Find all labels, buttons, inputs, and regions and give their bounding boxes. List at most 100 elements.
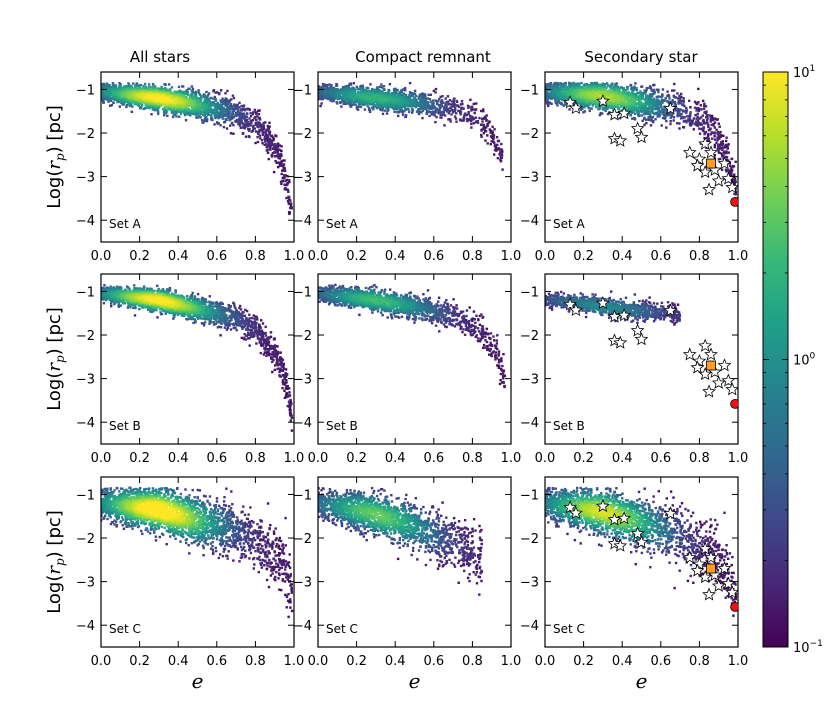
data-point	[718, 135, 721, 138]
data-point	[267, 135, 270, 139]
data-point	[484, 129, 488, 133]
data-point	[449, 118, 452, 121]
data-point	[360, 99, 363, 102]
data-point	[706, 114, 709, 117]
data-point	[726, 169, 730, 172]
data-point	[491, 135, 494, 139]
data-point	[379, 104, 382, 107]
data-point	[258, 109, 261, 112]
data-point	[731, 169, 734, 172]
data-point	[410, 108, 414, 111]
data-point	[468, 114, 472, 118]
data-point	[393, 106, 396, 109]
data-point	[288, 211, 291, 214]
data-point	[630, 87, 633, 91]
data-point	[110, 103, 113, 107]
data-point	[383, 105, 386, 108]
data-point	[239, 114, 242, 118]
data-point	[647, 116, 650, 119]
data-point	[474, 108, 478, 111]
data-point	[709, 127, 712, 130]
data-point	[108, 92, 111, 95]
data-point	[499, 160, 503, 163]
data-point	[692, 128, 695, 131]
data-point	[453, 110, 456, 113]
data-point	[266, 129, 269, 132]
data-point	[276, 145, 280, 148]
data-point	[657, 90, 660, 94]
data-point	[682, 97, 685, 100]
data-point	[211, 110, 215, 114]
data-point	[371, 106, 374, 109]
data-point	[384, 103, 387, 107]
data-point	[713, 135, 716, 138]
data-point	[251, 125, 255, 128]
data-point	[351, 98, 354, 101]
data-point	[263, 135, 267, 138]
data-point	[696, 106, 700, 110]
data-point	[660, 95, 663, 99]
data-point	[733, 177, 737, 180]
data-point	[238, 101, 241, 105]
data-point	[688, 116, 692, 119]
data-point	[184, 110, 187, 113]
data-point	[134, 86, 137, 89]
data-point	[270, 142, 273, 145]
data-point	[341, 97, 344, 100]
data-point	[710, 131, 713, 134]
data-point	[193, 105, 196, 108]
data-point	[160, 94, 164, 98]
data-point	[500, 151, 504, 155]
data-point	[127, 83, 131, 87]
data-point	[196, 102, 200, 105]
data-point	[190, 107, 194, 111]
data-point	[706, 135, 710, 138]
data-point	[273, 155, 277, 158]
data-point	[489, 143, 492, 146]
data-point	[383, 95, 386, 98]
data-point	[626, 113, 629, 116]
data-point	[289, 204, 293, 207]
data-point	[615, 82, 619, 85]
data-point	[204, 106, 207, 109]
data-point	[251, 113, 254, 116]
data-point	[242, 104, 246, 107]
x-tick-label: 0.0	[308, 249, 329, 264]
data-point	[470, 126, 473, 129]
data-point	[545, 91, 549, 95]
data-point	[379, 97, 382, 100]
data-point	[105, 94, 108, 98]
data-point	[451, 111, 455, 114]
data-point	[725, 136, 728, 139]
data-point	[156, 95, 160, 98]
x-tick-label: 0.0	[91, 249, 112, 264]
data-point	[277, 165, 280, 169]
data-point	[167, 83, 171, 86]
data-point	[371, 91, 374, 94]
data-point	[373, 98, 376, 101]
data-point	[247, 124, 250, 128]
data-point	[326, 97, 329, 101]
data-point	[411, 92, 414, 95]
data-point	[268, 130, 272, 133]
y-tick-label: −4	[293, 214, 312, 229]
x-tick-label: 0.2	[346, 249, 367, 264]
data-point	[219, 124, 222, 127]
data-point	[467, 112, 470, 116]
panel-frame	[317, 71, 512, 243]
data-point	[379, 100, 383, 103]
data-point	[460, 107, 463, 110]
data-point	[196, 116, 200, 119]
data-point	[361, 96, 364, 99]
data-point	[286, 200, 290, 203]
data-point	[164, 83, 167, 86]
data-point	[381, 86, 384, 89]
data-point	[730, 157, 734, 161]
data-point	[396, 95, 400, 98]
data-point	[725, 170, 728, 173]
data-point	[568, 108, 571, 111]
data-point	[355, 95, 358, 98]
data-point	[676, 92, 679, 95]
data-point	[452, 104, 455, 108]
data-point	[702, 107, 706, 110]
